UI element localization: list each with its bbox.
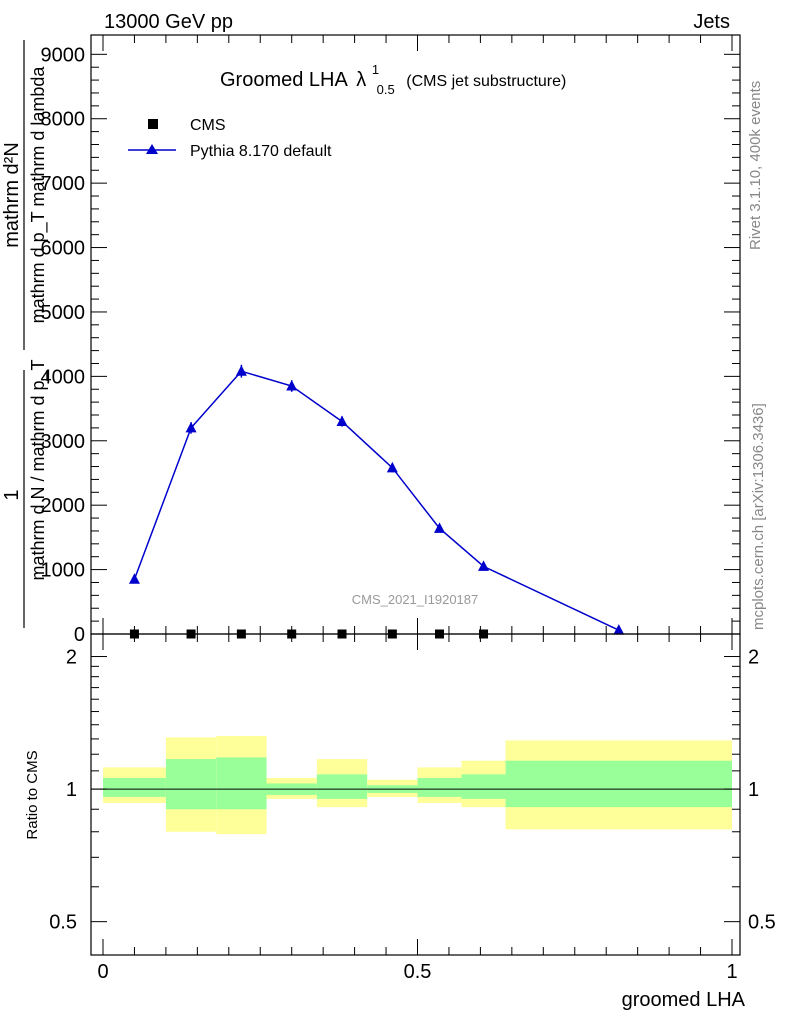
ratio-xtick-label: 0.5 xyxy=(404,961,432,983)
ratio-band-inner xyxy=(216,757,267,810)
main-ytick-label: 5000 xyxy=(41,302,86,324)
ratio-ytick-label-left: 2 xyxy=(66,647,77,669)
legend: CMS Pythia 8.170 default xyxy=(128,117,332,160)
main-ytick-label: 7000 xyxy=(41,173,86,195)
title-note: (CMS jet substructure) xyxy=(406,73,566,90)
header-left-label: 13000 GeV pp xyxy=(104,11,233,33)
ratio-band-inner xyxy=(103,777,166,797)
main-panel: 0 1000 2000 3000 4000 5000 6000 7000 8000 9000 CM… xyxy=(1,34,741,646)
main-yticks: 0 1000 2000 3000 4000 5000 6000 7000 8000 9000 xyxy=(41,44,740,646)
title-lambda: λ xyxy=(356,69,366,91)
main-ytick-label: 9000 xyxy=(41,44,86,66)
ratio-ylabel: Ratio to CMS xyxy=(24,750,41,839)
ratio-ytick-label-left: 0.5 xyxy=(49,912,77,934)
ratio-frame xyxy=(90,633,741,956)
ylabel-den: mathrm d p_T mathrm d lambda xyxy=(28,66,49,324)
title-main: Groomed LHA xyxy=(220,69,348,91)
mc-point xyxy=(386,461,398,473)
ratio-ytick-label-right: 0.5 xyxy=(748,912,776,934)
ratio-band-inner xyxy=(417,777,462,797)
legend-mc-label: Pythia 8.170 default xyxy=(190,143,332,160)
ratio-band-inner xyxy=(505,760,732,808)
main-ylabel: 1 mathrm d N / mathrm d p_T mathrm d²N m… xyxy=(1,40,49,628)
ylabel-prefix-den: mathrm d N / mathrm d p_T xyxy=(28,359,49,580)
ratio-band-inner xyxy=(165,759,217,810)
main-ytick-label: 3000 xyxy=(41,431,86,453)
mc-point xyxy=(235,365,247,376)
ratio-xticks: 0 0.5 1 xyxy=(97,634,738,983)
legend-cms-marker xyxy=(148,119,158,129)
title-sup: 1 xyxy=(372,62,379,77)
ratio-xtick-label: 1 xyxy=(726,961,737,983)
legend-cms-label: CMS xyxy=(190,117,226,134)
main-xticks xyxy=(102,35,733,634)
main-ytick-label: 1000 xyxy=(41,560,86,582)
mc-point xyxy=(286,380,298,391)
watermark: CMS_2021_I1920187 xyxy=(352,592,479,607)
ratio-bands xyxy=(103,735,732,835)
mc-point xyxy=(185,421,197,433)
ratio-ytick-label-right: 2 xyxy=(748,647,759,669)
main-ytick-label: 6000 xyxy=(41,238,86,260)
mc-point xyxy=(478,560,490,571)
ratio-ytick-label-left: 1 xyxy=(66,779,77,801)
ratio-xtick-label: 0 xyxy=(97,961,108,983)
header-right-label: Jets xyxy=(693,11,730,33)
mc-point xyxy=(434,522,446,533)
ratio-ytick-label-right: 1 xyxy=(748,779,759,801)
main-ytick-label: 4000 xyxy=(41,366,86,388)
ratio-yticks: 0.5 0.5 1 1 2 2 xyxy=(49,647,776,934)
mc-points xyxy=(128,364,625,635)
main-ytick-label: 8000 xyxy=(41,109,86,131)
side-label-bottom: mcplots.cern.ch [arXiv:1306.3436] xyxy=(750,403,767,630)
side-label-top: Rivet 3.1.10, 400k events xyxy=(747,81,764,250)
ratio-band-inner xyxy=(461,774,506,799)
ratio-band-inner xyxy=(316,774,368,799)
main-ytick-label: 0 xyxy=(74,624,85,646)
ylabel-num: mathrm d²N xyxy=(1,142,23,248)
main-frame xyxy=(90,34,741,635)
mc-point xyxy=(128,573,140,584)
main-ytick-label: 2000 xyxy=(41,495,86,517)
mc-point xyxy=(336,415,348,426)
mc-point xyxy=(613,624,625,635)
ylabel-prefix: 1 xyxy=(1,489,23,500)
ratio-panel: 0.5 0.51 12 2 0 0.5 1 Ratio to CMS groomed LH… xyxy=(24,633,776,1011)
chart-title: Groomed LHA λ 1 0.5 (CMS jet substructur… xyxy=(220,57,566,99)
legend-mc-marker xyxy=(146,144,158,154)
x-axis-label: groomed LHA xyxy=(622,989,746,1011)
title-sub: 0.5 xyxy=(377,82,395,97)
